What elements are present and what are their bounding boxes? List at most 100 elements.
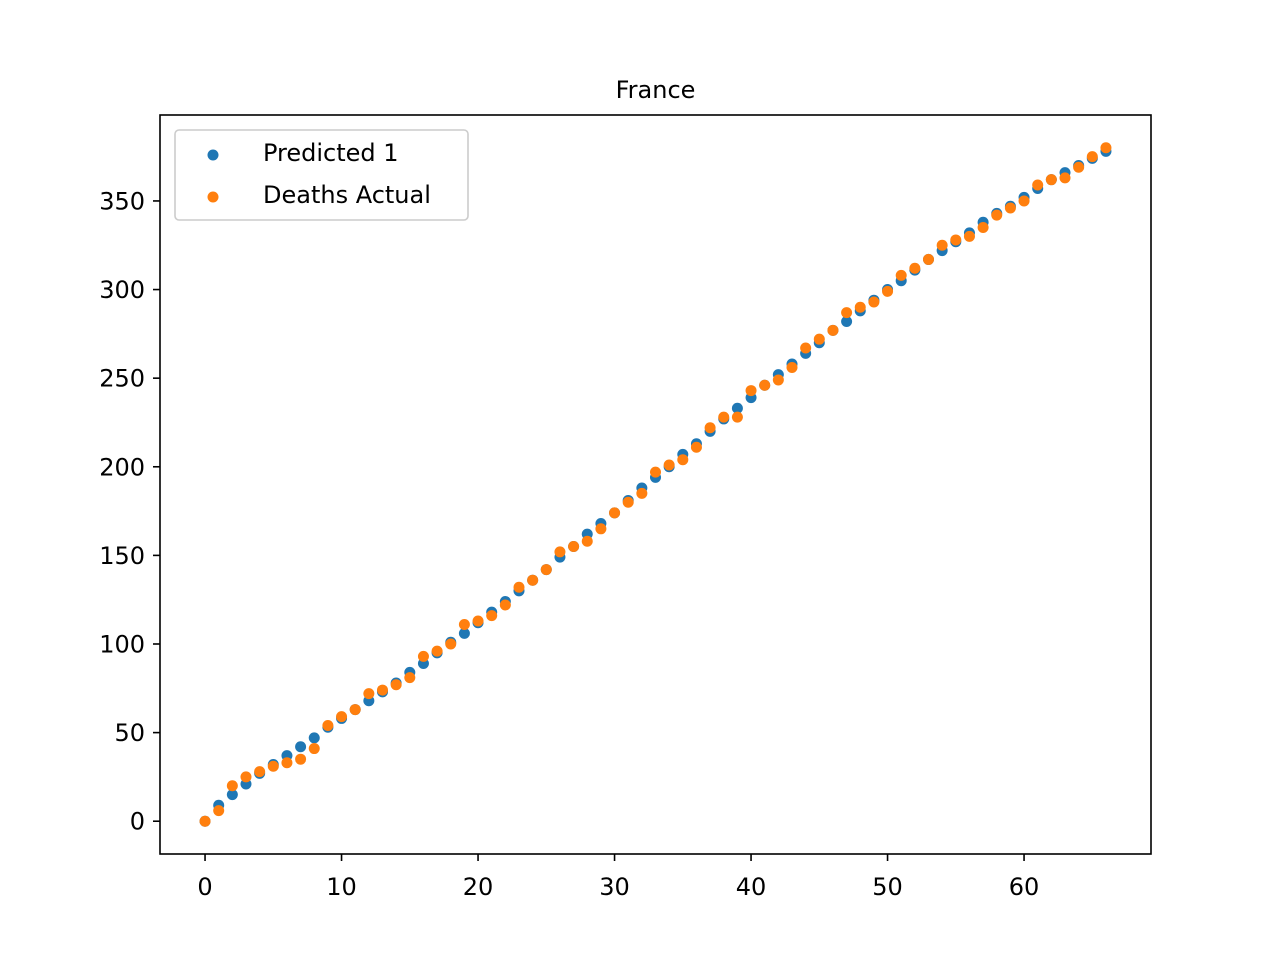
data-point (458, 627, 470, 639)
data-point (841, 315, 853, 327)
data-point (731, 411, 743, 423)
data-point (786, 362, 798, 374)
data-point (895, 269, 907, 281)
legend-box (174, 129, 469, 221)
data-point (254, 766, 266, 778)
data-point (977, 222, 989, 234)
data-point (690, 441, 702, 453)
data-point (472, 615, 484, 627)
data-point (636, 487, 648, 499)
x-tick-label: 30 (599, 873, 630, 901)
x-tick-label: 50 (872, 873, 903, 901)
data-point (445, 638, 457, 650)
plot-frame (159, 114, 1152, 855)
data-point (363, 688, 375, 700)
data-point (213, 805, 225, 817)
data-point (909, 262, 921, 274)
data-point (800, 342, 812, 354)
chart-title: France (616, 76, 696, 104)
data-point (882, 285, 894, 297)
data-point (704, 422, 716, 434)
legend-marker-predicted (207, 149, 219, 161)
data-point (540, 564, 552, 576)
legend-marker-deaths-actual (207, 191, 219, 203)
y-tick-label: 0 (130, 808, 145, 836)
data-point (622, 496, 634, 508)
data-point (1004, 202, 1016, 214)
data-point (554, 546, 566, 558)
data-point (1073, 161, 1085, 173)
data-point (609, 507, 621, 519)
data-point (281, 757, 293, 769)
data-point (513, 581, 525, 593)
data-point (499, 599, 511, 611)
data-point (581, 535, 593, 547)
data-point (295, 741, 307, 753)
data-point (376, 684, 388, 696)
data-point (827, 324, 839, 336)
x-tick-label: 0 (197, 873, 212, 901)
data-point (390, 679, 402, 691)
data-point (349, 704, 361, 716)
y-tick-label: 50 (114, 719, 145, 747)
data-point (226, 789, 238, 801)
data-point (854, 301, 866, 313)
series-deaths-actual (199, 142, 1112, 827)
data-point (731, 402, 743, 414)
data-point (322, 720, 334, 732)
data-point (1032, 179, 1044, 191)
data-points (199, 142, 1112, 827)
legend-label-deaths-actual: Deaths Actual (263, 181, 431, 209)
data-point (595, 523, 607, 535)
data-point (1100, 142, 1112, 154)
data-point (936, 239, 948, 251)
x-tick-label: 20 (463, 873, 494, 901)
data-point (226, 780, 238, 792)
data-point (718, 411, 730, 423)
data-point (336, 711, 348, 723)
x-tick-label: 10 (326, 873, 357, 901)
data-point (308, 732, 320, 744)
data-point (677, 454, 689, 466)
data-point (772, 374, 784, 386)
data-point (991, 209, 1003, 221)
data-point (1018, 195, 1030, 207)
data-point (431, 645, 443, 657)
data-point (745, 385, 757, 397)
x-axis: 0 10 20 30 40 50 60 (197, 854, 1039, 901)
data-point (486, 610, 498, 622)
data-point (417, 650, 429, 662)
x-tick-label: 60 (1009, 873, 1040, 901)
y-tick-label: 100 (99, 630, 145, 658)
data-point (1059, 172, 1071, 184)
data-point (267, 760, 279, 772)
y-tick-label: 250 (99, 365, 145, 393)
data-point (1086, 151, 1098, 163)
data-point (295, 753, 307, 765)
y-tick-label: 350 (99, 187, 145, 215)
data-point (650, 466, 661, 478)
data-point (759, 379, 771, 391)
y-tick-label: 300 (99, 276, 145, 304)
data-point (240, 771, 252, 783)
data-point (568, 541, 580, 553)
data-point (308, 743, 320, 755)
y-tick-label: 200 (99, 453, 145, 481)
legend-label-predicted: Predicted 1 (263, 139, 399, 167)
y-tick-label: 150 (99, 542, 145, 570)
data-point (663, 459, 675, 471)
data-point (1045, 174, 1057, 186)
data-point (404, 672, 416, 684)
data-point (923, 253, 935, 265)
data-point (868, 296, 880, 308)
data-point (458, 619, 470, 631)
data-point (813, 333, 825, 345)
data-point (963, 230, 975, 242)
legend: Predicted 1 Deaths Actual (174, 129, 469, 221)
y-axis: 0 50 100 150 200 250 300 350 (99, 187, 160, 836)
data-point (841, 307, 853, 319)
data-point (950, 234, 962, 246)
data-point (199, 815, 211, 827)
x-tick-label: 40 (736, 873, 767, 901)
